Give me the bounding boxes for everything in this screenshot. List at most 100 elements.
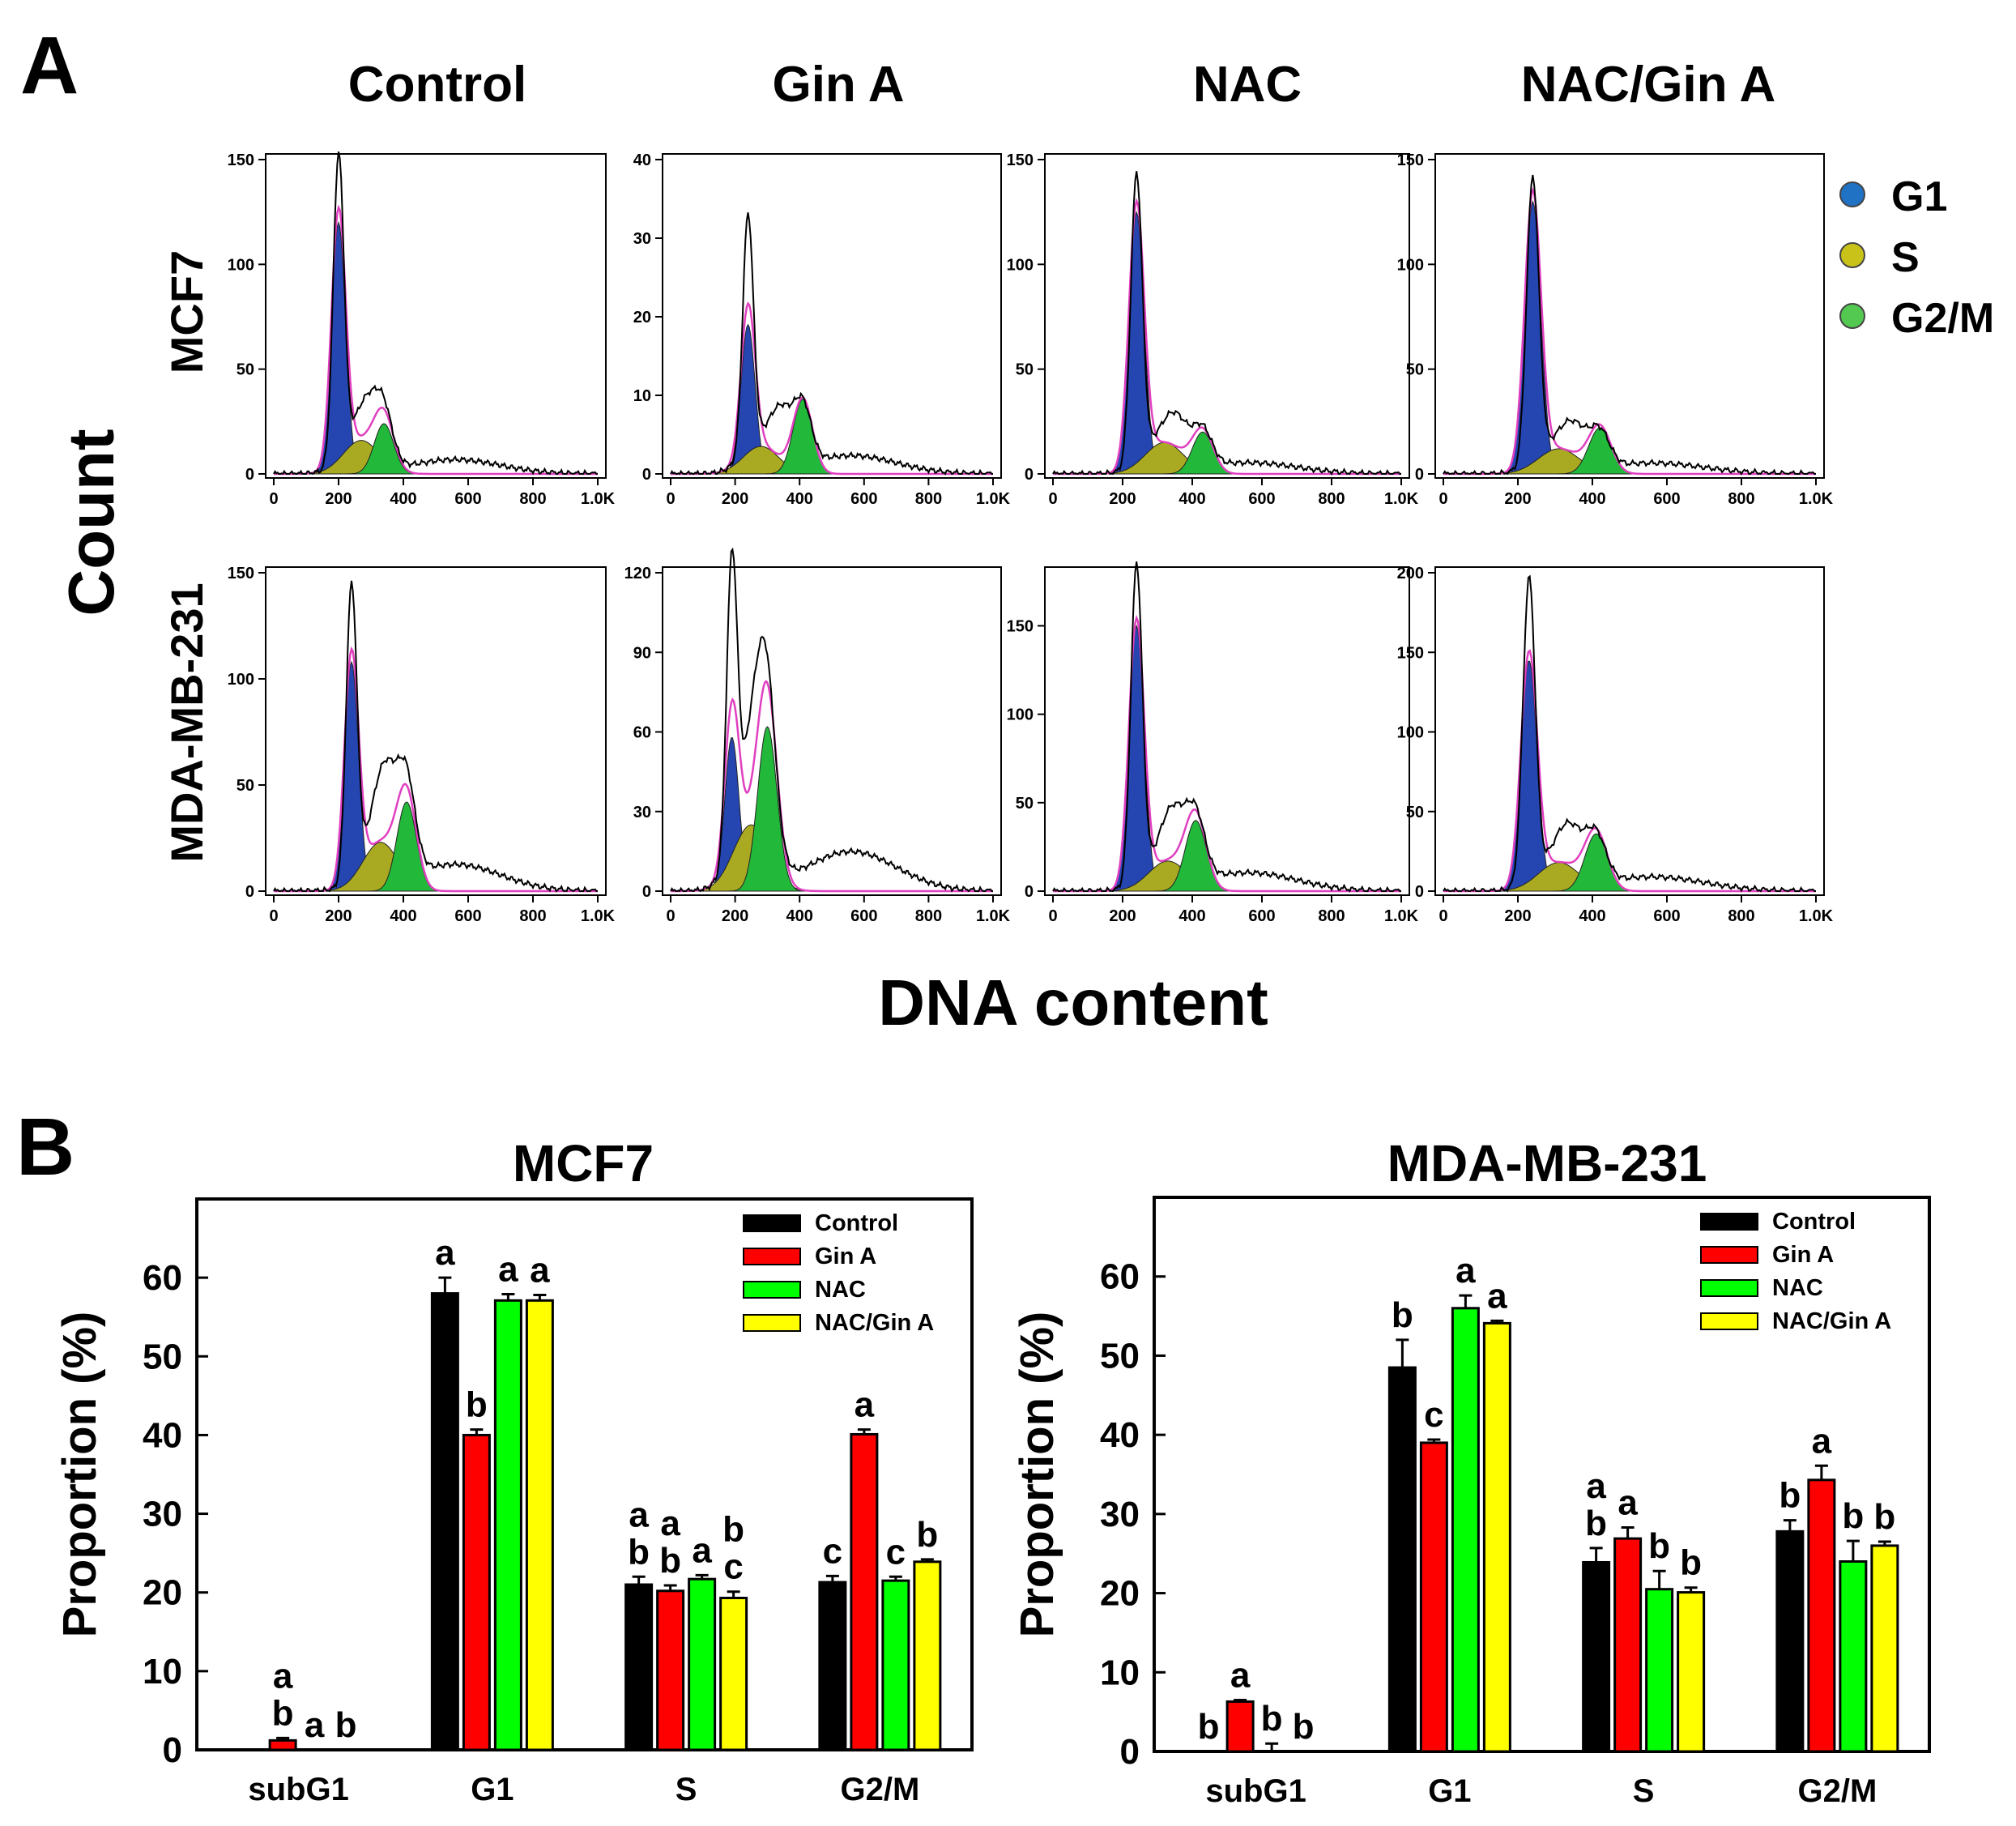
x-tick-label: 800 [1728,490,1754,508]
legend-label: NAC [1772,1275,1823,1301]
x-tick-label: 200 [1504,907,1531,925]
y-tick-label: 50 [1016,361,1034,379]
histogram-plot: 0 30 60 90 120 0 200 400 600 800 1.0K [624,547,1011,925]
y-tick-label: 90 [633,644,651,662]
significance-letter: c [723,1547,743,1587]
histogram-plot: 0 50 100 150 0 200 400 600 800 1.0K [1007,151,1419,508]
y-tick-label: 200 [1397,565,1424,582]
legend-label: Gin A [815,1244,876,1269]
legend-marker [1839,242,1865,268]
x-tick-label: 800 [1728,907,1754,925]
significance-letter: b [1873,1497,1895,1537]
y-tick-label: 100 [1007,256,1034,274]
y-tick-label: 100 [1397,256,1424,274]
x-tick-label: 0 [666,907,675,925]
y-tick-label: 120 [624,565,651,582]
model-fit-line [1053,614,1401,893]
legend-marker [1839,303,1865,329]
y-tick-label: 30 [1100,1495,1140,1534]
chart-title: MDA-MB-231 [1387,1134,1707,1192]
significance-letter: b [628,1532,650,1572]
y-tick-label: 50 [1100,1336,1140,1376]
y-tick-label: 10 [633,387,651,405]
x-tick-label: G2/M [1797,1773,1877,1809]
significance-letter: a [305,1705,325,1745]
panel-label-a: A [20,20,79,111]
x-tick-label: 200 [1109,490,1136,508]
raw-data-line [1443,574,1816,893]
legend-label: G2/M [1891,295,1994,342]
y-tick-label: 0 [245,466,254,484]
bar [1582,1560,1611,1753]
significance-letter: a [1487,1276,1507,1316]
phase-area [1443,862,1816,892]
x-tick-label: 1.0K [1799,907,1834,925]
x-tick-label: 1.0K [581,907,616,925]
plot-frame [1153,1196,1931,1753]
x-tick-label: 600 [1248,490,1275,508]
legend-swatch [743,1248,801,1265]
histogram-plot: 0 50 100 150 0 200 400 600 800 1.0K [228,565,616,925]
raw-data-line [670,212,993,476]
significance-letter: b [916,1515,938,1555]
phase-area [671,399,993,475]
raw-data-line [1052,561,1401,893]
x-tick-label: 200 [1109,907,1136,925]
y-tick-label: 0 [1025,466,1034,484]
raw-data-line [273,151,598,476]
y-tick-label: 150 [228,151,254,169]
bar [1839,1559,1868,1753]
raw-data-line [670,547,993,893]
plot-frame [1434,566,1825,896]
bar [1645,1588,1674,1753]
x-tick-label: 800 [1318,907,1345,925]
x-tick-label: 0 [1048,907,1057,925]
y-axis-title: Proportion (%) [53,1312,106,1638]
bar-chart: MDA-MB-231 Proportion (%) 0 10 20 30 40 50 60 sub… [1011,1134,1931,1809]
x-tick-label: G1 [471,1772,514,1807]
legend-swatch [743,1314,801,1332]
y-axis-title: Count [55,429,127,616]
panel-label-b: B [16,1102,75,1192]
bar [913,1560,942,1751]
significance-letter: a [1586,1466,1606,1506]
y-tick-label: 150 [1397,151,1424,169]
x-tick-label: 1.0K [581,490,616,508]
legend-label: Gin A [1772,1242,1834,1268]
legend-label: NAC/Gin A [815,1310,934,1336]
histogram-plot: 0 50 100 150 0 200 400 600 800 1.0K [1397,151,1834,508]
y-tick-label: 0 [642,466,651,484]
significance-letter: b [1585,1504,1607,1543]
x-tick-label: 0 [1048,490,1057,508]
plot-frame [662,566,1002,896]
bar [1870,1544,1899,1753]
x-tick-label: 1.0K [1384,907,1419,925]
y-tick-label: 40 [143,1415,182,1455]
phase-area [274,801,598,892]
phase-area [274,660,598,892]
x-tick-label: subG1 [248,1772,348,1807]
y-tick-label: 0 [163,1730,182,1770]
y-tick-label: 100 [228,671,254,689]
significance-letter: b [722,1510,744,1550]
significance-letter: b [1261,1699,1283,1739]
y-tick-label: 150 [1397,644,1424,662]
x-tick-label: 400 [786,907,813,925]
x-tick-label: 600 [454,907,481,925]
bar [818,1581,847,1751]
x-tick-label: 1.0K [1384,490,1419,508]
y-tick-label: 0 [1120,1732,1140,1772]
bar [1677,1591,1706,1753]
x-tick-label: 600 [850,490,877,508]
y-tick-label: 150 [1007,618,1034,636]
significance-letter: a [629,1495,649,1534]
raw-data-line [1443,174,1816,476]
legend-marker [1839,181,1865,207]
phase-area [1443,833,1816,892]
significance-letter: a [1230,1655,1251,1695]
model-fit-line [1443,649,1816,893]
significance-letter: b [1198,1707,1220,1747]
y-tick-label: 50 [1016,795,1034,813]
